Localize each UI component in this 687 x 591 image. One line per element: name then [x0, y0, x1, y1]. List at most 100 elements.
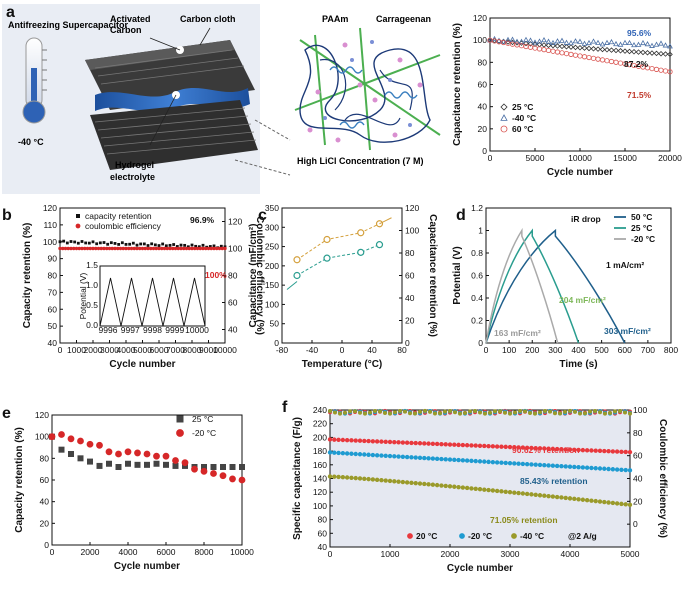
- data-point: [83, 246, 87, 251]
- data-point: [164, 244, 168, 248]
- data-point: [546, 493, 551, 499]
- data-point: [658, 50, 664, 57]
- data-point: [573, 409, 578, 414]
- y-tick-label: 90: [48, 254, 58, 264]
- data-point: [584, 465, 590, 470]
- data-point: [577, 45, 583, 51]
- data-point: [456, 484, 461, 490]
- y-tick-label: 100: [473, 35, 487, 45]
- data-point: [172, 457, 179, 464]
- data-point: [559, 37, 565, 43]
- data-point: [604, 39, 610, 45]
- data-point-capacitance: [357, 248, 365, 256]
- data-point: [229, 475, 236, 483]
- data-point: [595, 39, 601, 45]
- y-tick-label: 220: [313, 419, 327, 429]
- data-point: [608, 411, 613, 416]
- series-coulombic-efficiency: [327, 408, 633, 416]
- data-point: [412, 411, 417, 416]
- inset-y-tick: 1.5: [86, 260, 98, 270]
- data-point: [550, 446, 556, 452]
- inset-x-tick: 9999: [165, 325, 184, 335]
- data-point: [581, 45, 588, 51]
- data-point: [379, 453, 384, 458]
- data-point: [577, 38, 583, 44]
- data-point: [520, 491, 526, 496]
- data-point: [349, 438, 354, 443]
- data-point: [631, 49, 637, 55]
- data-point: [102, 246, 106, 251]
- legend-label: @2 A/g: [568, 531, 597, 541]
- data-point: [490, 459, 496, 465]
- data-point: [332, 437, 337, 442]
- data-point: [490, 488, 496, 493]
- data-point: [623, 502, 628, 507]
- data-point: [163, 461, 169, 468]
- data-point: [482, 487, 487, 492]
- data-point: [576, 465, 581, 470]
- y-tick-label: 350: [265, 203, 279, 213]
- data-point: [172, 243, 176, 246]
- data-point: [452, 410, 457, 415]
- series--20 °C: [327, 450, 633, 473]
- data-point: [593, 408, 598, 413]
- data-point: [109, 241, 113, 245]
- annotation: 204 mF/cm²: [559, 295, 606, 305]
- data-point: [486, 443, 491, 449]
- y-axis-label: Capacity retention (%): [14, 427, 25, 533]
- data-point: [524, 461, 530, 467]
- data-point: [516, 490, 521, 496]
- data-point: [195, 246, 200, 251]
- legend-marker: [407, 533, 413, 539]
- data-point: [151, 246, 156, 251]
- data-point: [469, 458, 474, 464]
- data-point: [584, 448, 590, 453]
- data-point: [135, 243, 139, 247]
- data-point: [617, 60, 624, 66]
- label-carbon-cloth: Carbon cloth: [180, 14, 236, 24]
- data-point: [186, 245, 190, 249]
- x-axis-label: Temperature (°C): [302, 359, 383, 370]
- data-point: [357, 452, 363, 457]
- legend-label: capacity retention: [85, 211, 152, 221]
- data-point: [140, 246, 145, 251]
- data-point: [150, 242, 154, 246]
- data-point: [107, 246, 112, 251]
- chart-c: -80 -40 0 40 80050100150200250300350Temperat…: [248, 203, 438, 370]
- data-point: [619, 449, 624, 454]
- data-point: [533, 462, 538, 467]
- data-point: [439, 483, 444, 488]
- data-point: [590, 38, 597, 44]
- data-point: [622, 48, 628, 54]
- data-point: [644, 49, 651, 56]
- data-point: [344, 475, 350, 480]
- data-point: [353, 451, 358, 457]
- x-axis-label: Cycle number: [547, 167, 613, 178]
- data-point: [541, 47, 547, 53]
- data-point: [487, 37, 493, 43]
- data-point: [626, 48, 633, 55]
- data-point: [171, 246, 175, 251]
- data-point: [667, 43, 673, 49]
- data-point: [443, 483, 448, 489]
- x-tick-label: 600: [618, 345, 632, 355]
- data-point: [370, 477, 376, 482]
- data-point: [545, 38, 552, 44]
- gcd-curve: [485, 228, 626, 344]
- label-paam: PAAm: [322, 14, 348, 24]
- data-point: [127, 246, 131, 251]
- data-point: [430, 441, 436, 446]
- legend-marker: [75, 223, 81, 229]
- y-tick-label: 50: [48, 321, 58, 331]
- y-tick-label: 250: [265, 242, 279, 252]
- data-point: [73, 240, 77, 244]
- data-point: [183, 243, 187, 247]
- x-tick-label: 0: [484, 345, 489, 355]
- data-point: [543, 408, 548, 413]
- data-point: [667, 51, 673, 58]
- data-point: [426, 456, 431, 461]
- data-point: [464, 458, 470, 463]
- data-point: [554, 38, 561, 44]
- data-point: [503, 460, 508, 466]
- annotation: 100%: [205, 270, 227, 280]
